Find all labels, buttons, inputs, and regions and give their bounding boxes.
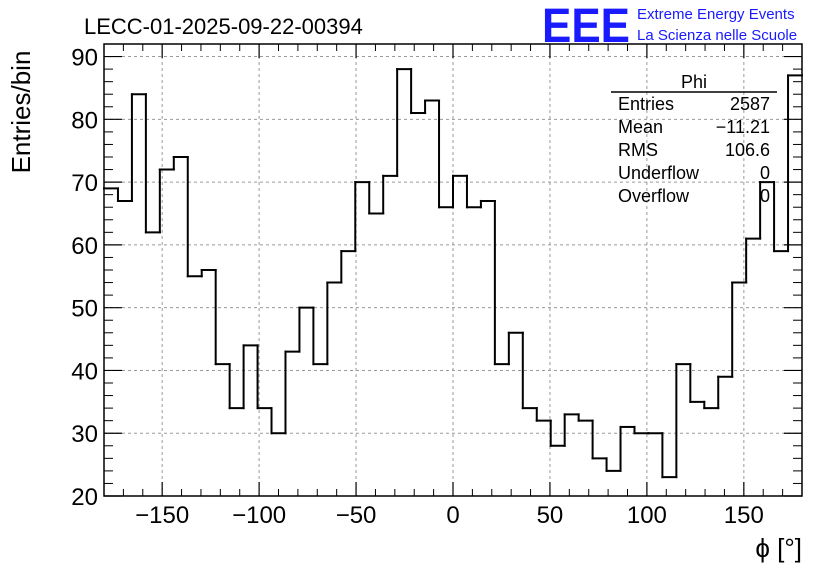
- x-tick-label: 100: [627, 502, 667, 529]
- stats-value: −11.21: [716, 117, 770, 137]
- plot-title: LECC-01-2025-09-22-00394: [84, 14, 363, 39]
- eee-logo: EEE: [542, 0, 630, 53]
- y-axis-label: Entries/bin: [6, 51, 36, 174]
- x-axis-label: ϕ [°]: [755, 533, 802, 563]
- x-tick-label: 50: [537, 502, 564, 529]
- x-tick-label: 150: [724, 502, 764, 529]
- stats-label: Entries: [618, 94, 674, 114]
- x-tick-label: −50: [336, 502, 377, 529]
- y-tick-label: 70: [71, 170, 98, 197]
- logo-line-2: La Scienza nelle Scuole: [637, 27, 797, 44]
- logo-line-1: Extreme Energy Events: [637, 6, 795, 23]
- x-tick-label: 0: [446, 502, 459, 529]
- stats-label: Underflow: [618, 163, 700, 183]
- stats-value: 0: [760, 163, 770, 183]
- x-tick-label: −150: [135, 502, 189, 529]
- stats-label: Overflow: [618, 186, 690, 206]
- y-tick-label: 60: [71, 233, 98, 260]
- y-tick-label: 90: [71, 45, 98, 72]
- y-tick-label: 20: [71, 484, 98, 511]
- tick-labels: −150 −100 −50 0 50 100 150 20 30 40 50 60 70 80 90: [71, 45, 764, 529]
- histogram-series: [103, 68, 803, 479]
- stats-value: 2587: [730, 94, 770, 114]
- axis-ticks: [103, 43, 803, 497]
- stats-value: 0: [760, 186, 770, 206]
- y-tick-label: 30: [71, 421, 98, 448]
- stats-label: Mean: [618, 117, 663, 137]
- y-tick-label: 80: [71, 107, 98, 134]
- y-tick-label: 50: [71, 296, 98, 323]
- stats-label: RMS: [618, 140, 658, 160]
- stats-rows: Entries 2587 Mean −11.21 RMS 106.6 Underflow 0 O…: [618, 94, 770, 206]
- stats-title: Phi: [681, 72, 707, 92]
- x-tick-label: −100: [232, 502, 286, 529]
- stats-box: Phi Entries 2587 Mean −11.21 RMS 106.6 Underfl…: [611, 72, 777, 206]
- stats-value: 106.6: [725, 140, 770, 160]
- y-tick-label: 40: [71, 358, 98, 385]
